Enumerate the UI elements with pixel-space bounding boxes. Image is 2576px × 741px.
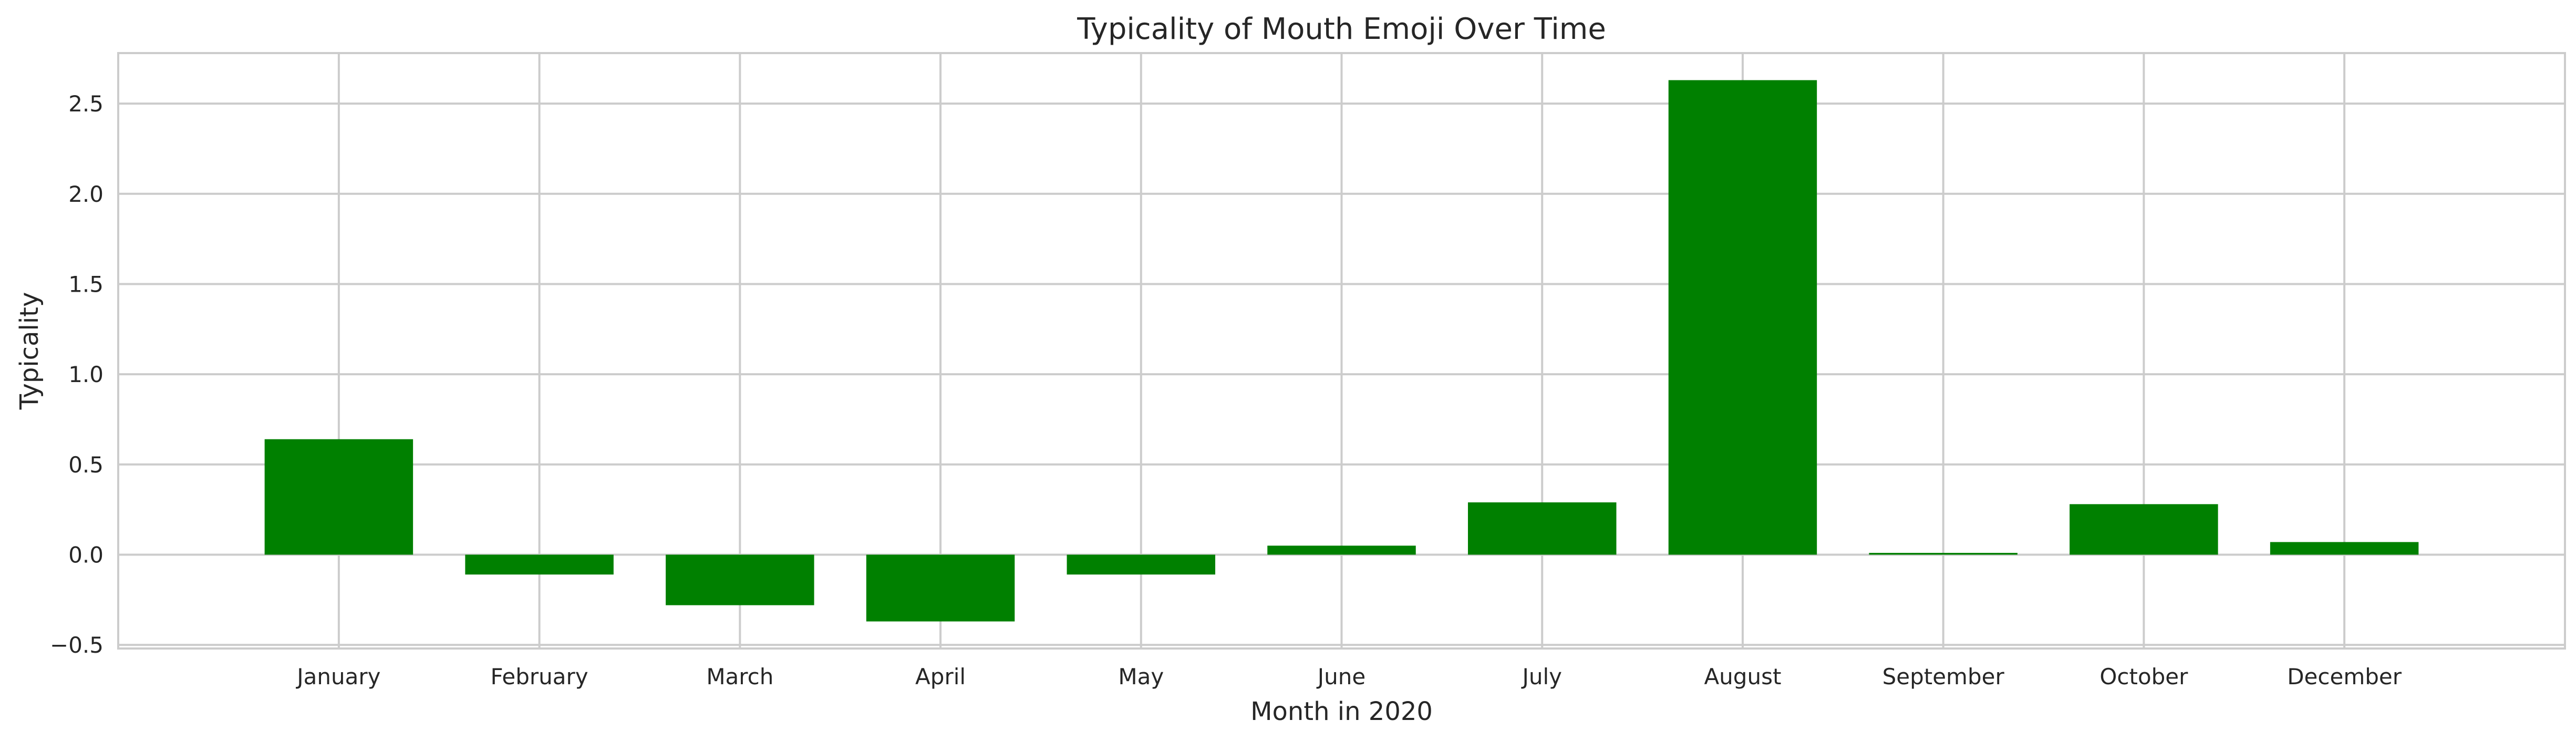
x-tick-label: July [1520, 664, 1562, 689]
y-tick-labels: −0.5 0.0 0.5 1.0 1.5 2.0 2.5 [50, 91, 104, 658]
chart-title: Typicality of Mouth Emoji Over Time [1077, 12, 1606, 46]
x-tick-label: April [915, 664, 966, 689]
x-axis-label: Month in 2020 [1250, 697, 1433, 726]
x-tick-labels: January February March April May June July Augu… [295, 664, 2402, 689]
x-tick-label: January [295, 664, 380, 689]
x-tick-label: December [2287, 664, 2402, 689]
bar-june [1267, 546, 1416, 555]
bar-august [1668, 80, 1817, 555]
x-tick-label: May [1118, 664, 1164, 689]
bar-december [2270, 542, 2419, 555]
bars [264, 80, 2419, 622]
bar-may [1067, 554, 1216, 575]
bar-july [1467, 502, 1617, 555]
bar-september [1869, 553, 2018, 555]
x-tick-label: March [706, 664, 773, 689]
y-tick-label: 2.0 [68, 181, 104, 207]
y-tick-label: 0.0 [68, 542, 104, 568]
y-axis-label: Typicality [15, 292, 44, 410]
bar-march [666, 554, 814, 605]
x-tick-label: September [1882, 664, 2005, 689]
bar-january [264, 439, 413, 555]
y-tick-label: 1.5 [68, 271, 104, 297]
y-tick-label: −0.5 [50, 632, 104, 658]
bar-october [2070, 504, 2218, 555]
y-tick-label: 2.5 [68, 91, 104, 117]
y-tick-label: 0.5 [68, 452, 104, 478]
bar-february [465, 554, 614, 575]
x-tick-label: February [491, 664, 588, 689]
axes-frame [117, 52, 2566, 650]
x-tick-label: October [2099, 664, 2188, 689]
x-tick-label: August [1704, 664, 1781, 689]
x-tick-label: June [1316, 664, 1365, 689]
y-tick-label: 1.0 [68, 362, 104, 387]
bar-april [866, 554, 1015, 622]
